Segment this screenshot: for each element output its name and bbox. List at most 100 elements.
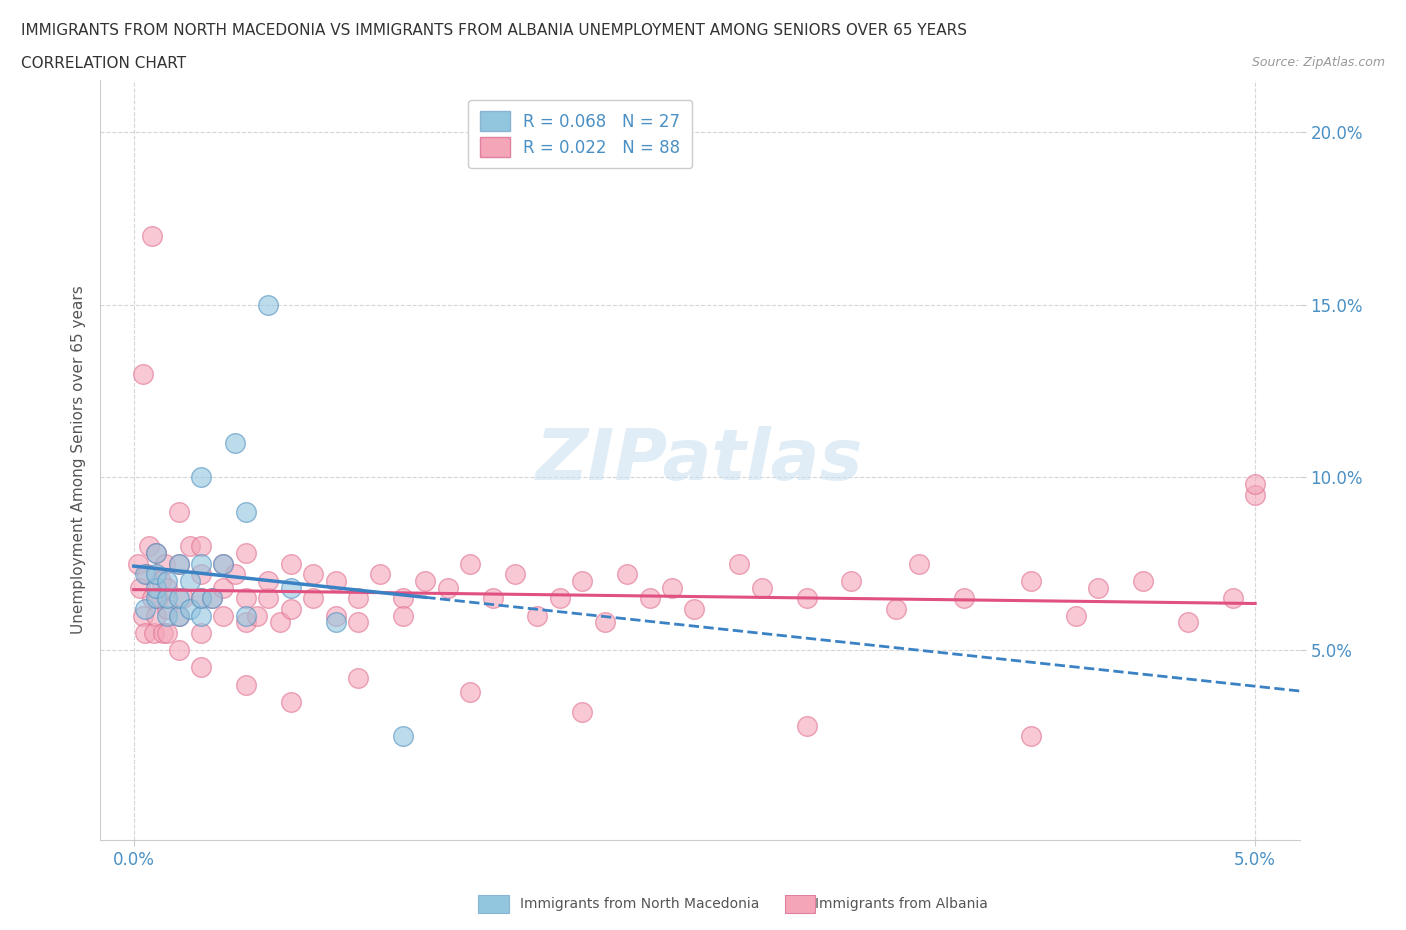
Point (302, 566, 325, 581)
Point (415, 574, 437, 589)
Point (156, 591, 179, 605)
Text: ZIPatlas: ZIPatlas (536, 426, 863, 495)
Point (212, 556, 235, 571)
Point (167, 591, 190, 605)
Point (167, 608, 190, 623)
Point (325, 608, 347, 623)
Point (347, 591, 370, 605)
Point (153, 556, 176, 571)
Point (616, 566, 638, 581)
Point (235, 546, 257, 561)
Point (325, 615, 347, 630)
Point (141, 591, 163, 605)
Point (172, 591, 194, 605)
Point (257, 298, 280, 312)
Point (145, 546, 167, 561)
Point (1132, 574, 1154, 589)
Point (347, 671, 370, 685)
Point (138, 539, 160, 554)
Point (167, 643, 190, 658)
Point (167, 504, 190, 519)
Point (152, 625, 174, 640)
Point (1177, 615, 1199, 630)
Point (257, 574, 280, 589)
Point (235, 608, 257, 623)
Point (841, 574, 863, 589)
Point (481, 591, 503, 605)
Point (246, 608, 269, 623)
Point (952, 591, 974, 605)
Point (302, 591, 325, 605)
Point (179, 574, 201, 589)
Point (134, 601, 156, 616)
Point (436, 580, 458, 595)
Point (201, 591, 224, 605)
Point (325, 574, 347, 589)
Point (132, 366, 155, 381)
Point (212, 580, 235, 595)
Point (167, 556, 190, 571)
Point (156, 625, 179, 640)
Point (796, 719, 818, 734)
Legend: R = 0.068   N = 27, R = 0.022   N = 88: R = 0.068 N = 27, R = 0.022 N = 88 (468, 100, 692, 168)
Point (134, 625, 156, 640)
Point (280, 695, 302, 710)
Text: IMMIGRANTS FROM NORTH MACEDONIA VS IMMIGRANTS FROM ALBANIA UNEMPLOYMENT AMONG SE: IMMIGRANTS FROM NORTH MACEDONIA VS IMMIG… (21, 23, 967, 38)
Point (235, 504, 257, 519)
Point (132, 608, 155, 623)
Point (190, 591, 212, 605)
Point (142, 625, 165, 640)
Point (190, 470, 212, 485)
Point (201, 591, 224, 605)
Point (156, 601, 179, 616)
Point (235, 677, 257, 692)
Point (683, 601, 706, 616)
Point (190, 625, 212, 640)
Point (1244, 487, 1267, 502)
Point (280, 601, 302, 616)
Point (548, 591, 571, 605)
Point (190, 539, 212, 554)
Point (190, 591, 212, 605)
Point (1087, 580, 1109, 595)
Point (526, 608, 548, 623)
Text: Immigrants from Albania: Immigrants from Albania (815, 897, 988, 911)
Point (370, 566, 392, 581)
Point (392, 591, 415, 605)
Point (458, 684, 481, 699)
Text: CORRELATION CHART: CORRELATION CHART (21, 56, 186, 71)
Point (796, 591, 818, 605)
Text: Immigrants from North Macedonia: Immigrants from North Macedonia (520, 897, 759, 911)
Point (145, 608, 167, 623)
Point (156, 608, 179, 623)
Point (1019, 729, 1042, 744)
Point (269, 615, 291, 630)
Point (156, 574, 179, 589)
Point (1222, 591, 1244, 605)
Point (235, 615, 257, 630)
Point (280, 556, 302, 571)
Point (167, 556, 190, 571)
Point (190, 556, 212, 571)
Point (212, 608, 235, 623)
Point (145, 580, 167, 595)
Point (127, 556, 149, 571)
Point (280, 580, 302, 595)
Point (145, 546, 167, 561)
Point (1064, 608, 1087, 623)
Point (571, 705, 593, 720)
Point (224, 566, 246, 581)
Point (212, 556, 235, 571)
Point (392, 729, 415, 744)
Point (392, 608, 415, 623)
Point (190, 608, 212, 623)
Point (728, 556, 751, 571)
Point (179, 601, 201, 616)
Point (257, 591, 280, 605)
Point (235, 591, 257, 605)
Point (884, 601, 907, 616)
Point (458, 556, 481, 571)
Point (167, 608, 190, 623)
Point (179, 539, 201, 554)
Point (751, 580, 773, 595)
